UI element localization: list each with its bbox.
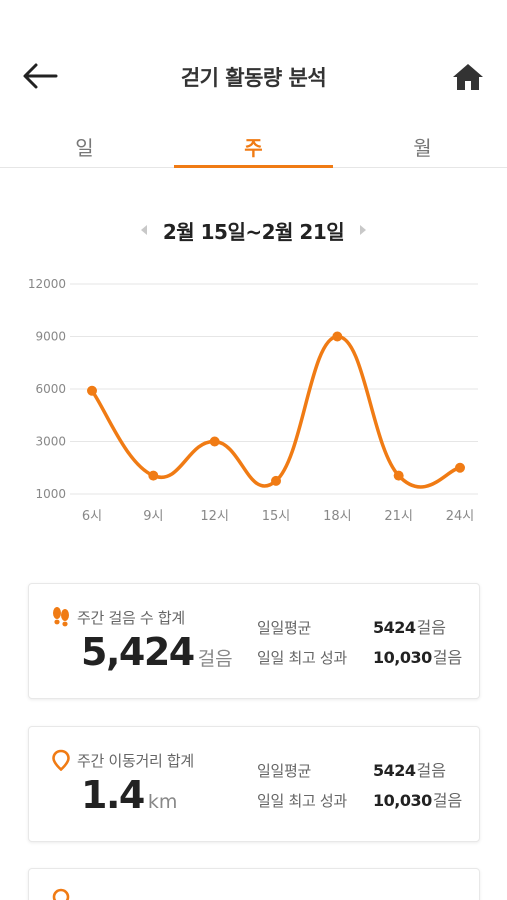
daily-best-row: 일일 최고 성과 10,030 걸음 [257,787,467,817]
period-tabs: 일 주 월 [0,122,507,168]
data-point[interactable] [455,462,465,473]
date-navigator: 2월 15일~2월 21일 [0,214,507,246]
x-tick-label: 15시 [262,509,291,524]
date-range-label: 2월 15일~2월 21일 [162,219,345,244]
activity-icon [51,887,71,900]
data-point[interactable] [209,436,220,447]
data-point[interactable] [87,385,97,396]
x-tick-label: 12시 [200,509,229,524]
tab-week[interactable]: 주 [169,122,338,168]
y-tick-label: 9000 [35,330,66,344]
series-line [90,334,462,489]
tab-month[interactable]: 월 [413,136,432,160]
prev-week-button[interactable] [137,223,151,237]
data-point[interactable] [271,475,281,486]
chart-svg: 1000 3000 6000 9000 12000 6시 9시 12시 15시 18시 21시 24… [28,277,478,524]
stat-value: 10,030 [373,791,432,810]
next-week-button[interactable] [356,223,370,237]
stat-label: 일일 최고 성과 [257,792,347,810]
weekly-steps-unit: 걸음 [197,648,233,670]
y-tick-label: 6000 [35,382,66,396]
y-tick-label: 1000 [35,487,66,501]
data-point[interactable] [148,470,159,481]
stat-value: 5424 [373,761,416,780]
stat-label: 일일평균 [257,762,312,780]
y-tick-label: 12000 [28,277,66,291]
weekly-steps-card[interactable]: 주간 걸음 수 합계 5,424 걸음 일일평균 5424 걸음 일일 최고 성… [28,583,480,699]
triangle-right-icon [360,225,367,235]
location-pin-icon [51,749,71,771]
daily-average-row: 일일평균 5424 걸음 [257,614,467,644]
back-button[interactable] [20,58,60,94]
weekly-activity-card[interactable] [28,868,480,900]
weekly-distance-value: 1.4 [81,773,145,817]
tab-day[interactable]: 일 [75,136,94,160]
steps-line-chart: 1000 3000 6000 9000 12000 6시 9시 12시 15시 18시 21시 24… [0,270,507,530]
card-title: 주간 이동거리 합계 [77,751,194,770]
x-tick-label: 18시 [323,509,352,524]
arrow-left-icon [23,63,58,89]
weekly-distance-card[interactable]: 주간 이동거리 합계 1.4 km 일일평균 5424 걸음 일일 최고 성과 … [28,726,480,842]
stat-unit: 걸음 [416,761,446,780]
stat-label: 일일평균 [257,619,312,637]
home-button[interactable] [451,60,485,94]
stat-value: 5424 [373,618,416,637]
triangle-left-icon [140,225,147,235]
x-tick-label: 6시 [82,509,102,524]
stat-unit: 걸음 [432,791,463,810]
footprints-icon [51,606,71,628]
stat-unit: 걸음 [432,648,463,667]
x-tick-label: 21시 [384,509,413,524]
home-icon [453,64,483,90]
data-point[interactable] [332,331,343,342]
daily-best-row: 일일 최고 성과 10,030 걸음 [257,644,467,674]
weekly-steps-value: 5,424 [81,630,195,674]
x-tick-label: 24시 [446,509,475,524]
card-title: 주간 걸음 수 합계 [77,608,185,627]
x-tick-label: 9시 [143,509,163,524]
stat-unit: 걸음 [416,618,446,637]
stat-value: 10,030 [373,648,432,667]
weekly-distance-unit: km [147,791,178,813]
data-point[interactable] [393,470,404,481]
stat-label: 일일 최고 성과 [257,649,347,667]
daily-average-row: 일일평균 5424 걸음 [257,757,467,787]
page-title: 걷기 활동량 분석 [180,66,327,90]
app-header: 걷기 활동량 분석 [0,48,507,104]
y-tick-label: 3000 [35,435,66,449]
